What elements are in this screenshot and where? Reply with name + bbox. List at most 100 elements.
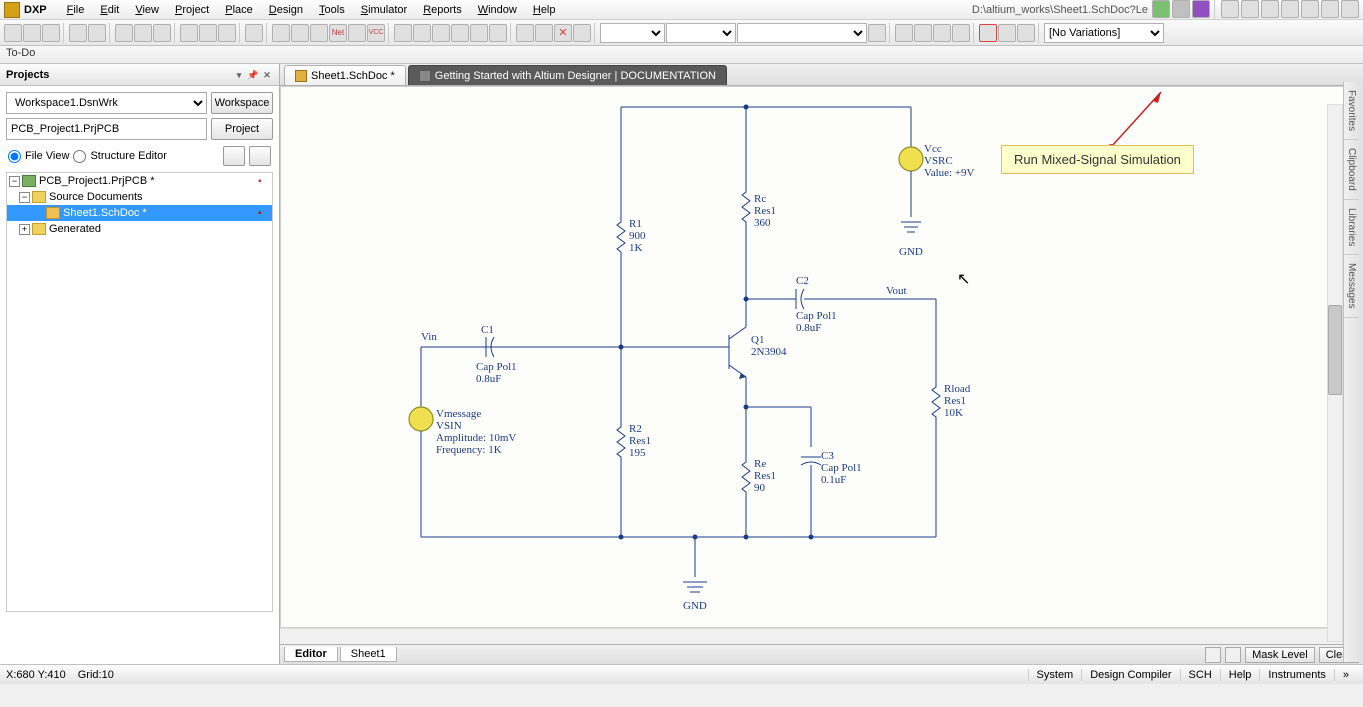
align-icon-1[interactable] bbox=[895, 24, 913, 42]
panel-menu-icon[interactable]: ▾ bbox=[233, 69, 245, 81]
rubber-icon[interactable] bbox=[573, 24, 591, 42]
tree-generated[interactable]: + Generated bbox=[7, 221, 272, 237]
zoom-sel-icon[interactable] bbox=[218, 24, 236, 42]
tab-sheet1[interactable]: Sheet1.SchDoc * bbox=[284, 65, 406, 85]
combo-1[interactable] bbox=[600, 23, 665, 43]
preview-icon[interactable] bbox=[88, 24, 106, 42]
cross-probe-icon[interactable] bbox=[245, 24, 263, 42]
dxp-menu[interactable]: DXP bbox=[24, 4, 47, 16]
structure-editor-radio[interactable] bbox=[73, 150, 86, 163]
grid-icon[interactable] bbox=[1341, 0, 1359, 18]
tree-sheet1[interactable]: Sheet1.SchDoc * ▪ bbox=[7, 205, 272, 221]
todo-bar[interactable]: To-Do bbox=[0, 46, 1363, 64]
status-help[interactable]: Help bbox=[1220, 669, 1260, 681]
project-field[interactable] bbox=[6, 118, 207, 140]
nav-back-icon[interactable] bbox=[1152, 0, 1170, 18]
delete-icon[interactable]: ✕ bbox=[554, 24, 572, 42]
source-icon[interactable] bbox=[1017, 24, 1035, 42]
menu-edit[interactable]: Edit bbox=[92, 2, 127, 18]
menu-simulator[interactable]: Simulator bbox=[353, 2, 415, 18]
align-icon-4[interactable] bbox=[952, 24, 970, 42]
tool-icon-6[interactable] bbox=[1321, 0, 1339, 18]
align-icon-2[interactable] bbox=[914, 24, 932, 42]
zoom-icon[interactable] bbox=[180, 24, 198, 42]
tool-icon-3[interactable] bbox=[1261, 0, 1279, 18]
btab-sheet1[interactable]: Sheet1 bbox=[340, 647, 397, 662]
combo-2[interactable] bbox=[666, 23, 736, 43]
run-sim-icon[interactable] bbox=[979, 24, 997, 42]
tool-icon-1[interactable] bbox=[1221, 0, 1239, 18]
panel-pin-icon[interactable]: 📌 bbox=[247, 69, 259, 81]
project-tree[interactable]: − PCB_Project1.PrjPCB * ▪ − Source Docum… bbox=[6, 172, 273, 612]
stack-icon[interactable] bbox=[134, 24, 152, 42]
vcc-icon[interactable]: VCC bbox=[367, 24, 385, 42]
status-more-icon[interactable]: » bbox=[1334, 669, 1357, 681]
bus-icon[interactable] bbox=[291, 24, 309, 42]
tool-icon-5[interactable] bbox=[1301, 0, 1319, 18]
panel-close-icon[interactable]: ✕ bbox=[261, 69, 273, 81]
menu-reports[interactable]: Reports bbox=[415, 2, 470, 18]
menu-window[interactable]: Window bbox=[470, 2, 525, 18]
save-icon[interactable] bbox=[42, 24, 60, 42]
probe-icon[interactable] bbox=[998, 24, 1016, 42]
part-icon[interactable] bbox=[394, 24, 412, 42]
tree-project-root[interactable]: − PCB_Project1.PrjPCB * ▪ bbox=[7, 173, 272, 189]
menu-design[interactable]: Design bbox=[261, 2, 311, 18]
combo-3[interactable] bbox=[737, 23, 867, 43]
svg-text:Value: +9V: Value: +9V bbox=[924, 167, 975, 179]
move-icon[interactable] bbox=[516, 24, 534, 42]
status-system[interactable]: System bbox=[1028, 669, 1082, 681]
tree-source-docs[interactable]: − Source Documents bbox=[7, 189, 272, 205]
file-view-radio[interactable] bbox=[8, 150, 21, 163]
gnd-icon[interactable] bbox=[348, 24, 366, 42]
device-icon[interactable] bbox=[470, 24, 488, 42]
mask-tool-icon[interactable] bbox=[1225, 647, 1241, 663]
print-icon[interactable] bbox=[69, 24, 87, 42]
rtab-libraries[interactable]: Libraries bbox=[1344, 200, 1359, 255]
status-sch[interactable]: SCH bbox=[1180, 669, 1220, 681]
rtab-messages[interactable]: Messages bbox=[1344, 255, 1359, 318]
new-icon[interactable] bbox=[4, 24, 22, 42]
home-icon[interactable] bbox=[1192, 0, 1210, 18]
h-scrollbar[interactable] bbox=[280, 628, 1363, 644]
menu-place[interactable]: Place bbox=[217, 2, 261, 18]
rtab-clipboard[interactable]: Clipboard bbox=[1344, 140, 1359, 200]
tool-icon-2[interactable] bbox=[1241, 0, 1259, 18]
open-icon[interactable] bbox=[23, 24, 41, 42]
status-instruments[interactable]: Instruments bbox=[1259, 669, 1333, 681]
nav-fwd-icon[interactable] bbox=[1172, 0, 1190, 18]
zoom-fit-icon[interactable] bbox=[199, 24, 217, 42]
rtab-favorites[interactable]: Favorites bbox=[1344, 82, 1359, 140]
sheet-icon[interactable] bbox=[413, 24, 431, 42]
mask-level-button[interactable]: Mask Level bbox=[1245, 647, 1315, 663]
status-design-compiler[interactable]: Design Compiler bbox=[1081, 669, 1179, 681]
options-icon[interactable] bbox=[249, 146, 271, 166]
refresh-icon[interactable] bbox=[223, 146, 245, 166]
port-icon[interactable] bbox=[432, 24, 450, 42]
doc-icon[interactable] bbox=[153, 24, 171, 42]
menu-project[interactable]: Project bbox=[167, 2, 217, 18]
filter-tool-icon[interactable] bbox=[1205, 647, 1221, 663]
workspace-combo[interactable]: Workspace1.DsnWrk bbox=[6, 92, 207, 114]
menu-file[interactable]: File bbox=[59, 2, 93, 18]
harness-icon[interactable] bbox=[451, 24, 469, 42]
v-scrollbar[interactable] bbox=[1327, 104, 1343, 642]
menu-help[interactable]: Help bbox=[525, 2, 564, 18]
tab-docs[interactable]: Getting Started with Altium Designer | D… bbox=[408, 65, 727, 85]
variations-combo[interactable]: [No Variations] bbox=[1044, 23, 1164, 43]
tool-icon-4[interactable] bbox=[1281, 0, 1299, 18]
align-icon-3[interactable] bbox=[933, 24, 951, 42]
net-icon[interactable]: Net bbox=[329, 24, 347, 42]
signal-icon[interactable] bbox=[310, 24, 328, 42]
wire-icon[interactable] bbox=[272, 24, 290, 42]
menu-tools[interactable]: Tools bbox=[311, 2, 353, 18]
menu-view[interactable]: View bbox=[127, 2, 167, 18]
select-icon[interactable] bbox=[535, 24, 553, 42]
project-button[interactable]: Project bbox=[211, 118, 273, 140]
filter-icon[interactable] bbox=[868, 24, 886, 42]
btab-editor[interactable]: Editor bbox=[284, 647, 338, 662]
note-icon[interactable] bbox=[489, 24, 507, 42]
compile-icon[interactable] bbox=[115, 24, 133, 42]
schematic-canvas[interactable]: Vcc VSRC Value: +9V GND R1 900 1K Rc Res… bbox=[280, 86, 1363, 628]
workspace-button[interactable]: Workspace bbox=[211, 92, 273, 114]
